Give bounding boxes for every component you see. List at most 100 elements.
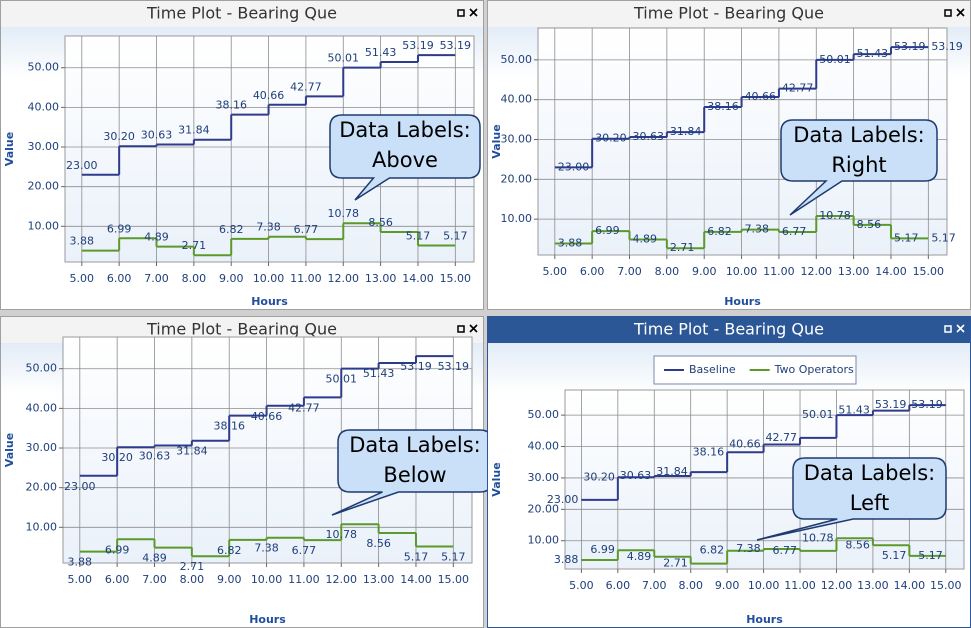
x-tick-label: 6.00 [580, 265, 605, 278]
x-axis-label: Hours [251, 295, 288, 308]
close-button[interactable] [956, 8, 965, 17]
title-bar [488, 317, 970, 343]
x-tick-label: 5.00 [543, 265, 568, 278]
data-label: 51.43 [365, 46, 397, 59]
title-bar [488, 1, 970, 27]
x-tick-label: 8.00 [678, 579, 703, 592]
x-axis-label: Hours [249, 613, 286, 626]
callout-bubble [756, 457, 947, 541]
data-label: 6.99 [595, 224, 620, 237]
close-button[interactable] [469, 324, 478, 333]
data-label: 5.17 [406, 229, 431, 242]
restore-button[interactable] [944, 325, 952, 333]
data-label: 6.99 [105, 543, 130, 556]
data-label: 53.19 [440, 39, 472, 52]
data-label: 30.20 [595, 132, 627, 145]
data-label: 53.19 [875, 398, 907, 411]
x-tick-label: 7.00 [642, 579, 667, 592]
data-label: 40.66 [251, 410, 283, 423]
legend-label: Baseline [689, 363, 736, 376]
data-label: 42.77 [782, 82, 814, 95]
y-tick-label: 40.00 [528, 440, 560, 453]
data-label: 5.17 [931, 231, 956, 244]
y-axis-label: Value [3, 132, 16, 166]
x-tick-label: 7.00 [617, 265, 642, 278]
x-tick-label: 14.00 [402, 272, 434, 285]
y-tick-label: 10.00 [28, 219, 60, 232]
x-axis-label: Hours [724, 295, 761, 308]
data-label: 6.77 [292, 544, 317, 557]
data-label: 2.71 [182, 239, 207, 252]
x-tick-label: 15.00 [913, 265, 945, 278]
data-label: 42.77 [290, 80, 322, 93]
data-label: 8.56 [368, 216, 393, 229]
x-tick-label: 14.00 [894, 579, 926, 592]
panel-title: Time Plot - Bearing Que [633, 320, 824, 339]
y-tick-label: 30.00 [26, 441, 58, 454]
x-tick-label: 14.00 [400, 573, 432, 586]
x-tick-label: 13.00 [838, 265, 870, 278]
x-tick-label: 15.00 [440, 272, 472, 285]
callout-text: Below [383, 463, 446, 487]
close-button[interactable] [469, 8, 478, 17]
data-label: 30.63 [620, 469, 652, 482]
data-label: 6.77 [782, 225, 807, 238]
panel: Time Plot - Bearing Que 5.00 6.00 7.00 8.00 9… [487, 0, 971, 310]
data-label: 23.00 [558, 160, 590, 173]
data-label: 7.38 [254, 542, 279, 555]
data-label: 7.38 [736, 542, 761, 555]
data-label: 7.38 [256, 221, 281, 234]
y-tick-label: 10.00 [26, 520, 58, 533]
restore-button[interactable] [457, 325, 465, 333]
x-tick-label: 14.00 [875, 265, 907, 278]
x-tick-label: 13.00 [857, 579, 889, 592]
data-label: 23.00 [547, 493, 579, 506]
callout-text: Above [372, 148, 438, 172]
y-tick-label: 30.00 [501, 133, 533, 146]
data-label: 6.99 [590, 543, 615, 556]
x-tick-label: 9.00 [219, 272, 244, 285]
data-label: 5.17 [894, 231, 919, 244]
x-tick-label: 5.00 [68, 573, 93, 586]
callout-text: Data Labels: [793, 123, 925, 147]
data-label: 30.20 [583, 470, 615, 483]
x-tick-label: 10.00 [748, 579, 780, 592]
x-tick-label: 11.00 [288, 573, 320, 586]
x-tick-label: 12.00 [326, 573, 358, 586]
y-tick-label: 50.00 [528, 408, 560, 421]
callout-text: Data Labels: [339, 118, 471, 142]
x-tick-label: 13.00 [365, 272, 397, 285]
data-label: 40.66 [745, 90, 777, 103]
data-label: 23.00 [64, 480, 96, 493]
data-label: 4.89 [633, 233, 658, 246]
x-tick-label: 6.00 [606, 579, 631, 592]
x-tick-label: 9.00 [715, 579, 740, 592]
callout-text: Data Labels: [349, 433, 481, 457]
x-tick-label: 10.00 [251, 573, 283, 586]
data-label: 2.71 [180, 560, 205, 573]
y-tick-label: 30.00 [528, 471, 560, 484]
y-axis-label: Value [490, 124, 503, 158]
data-label: 3.88 [70, 235, 95, 248]
data-label: 38.16 [213, 420, 245, 433]
data-label: 8.56 [366, 537, 391, 550]
callout-text: Right [831, 153, 886, 177]
close-button[interactable] [956, 324, 965, 333]
x-tick-label: 9.00 [692, 265, 717, 278]
data-label: 38.16 [215, 99, 247, 112]
x-tick-label: 11.00 [784, 579, 816, 592]
data-label: 10.78 [819, 209, 851, 222]
panel-title: Time Plot - Bearing Que [633, 4, 824, 23]
data-label: 40.66 [253, 89, 285, 102]
data-label: 31.84 [670, 125, 702, 138]
restore-button[interactable] [944, 9, 952, 17]
x-tick-label: 10.00 [726, 265, 758, 278]
restore-button[interactable] [457, 9, 465, 17]
data-label: 10.78 [328, 207, 360, 220]
y-tick-label: 50.00 [26, 362, 58, 375]
x-tick-label: 5.00 [70, 272, 95, 285]
x-tick-label: 9.00 [217, 573, 242, 586]
panel: Time Plot - Bearing Que 5.00 6.00 7.00 8.00 9… [0, 0, 484, 310]
data-label: 6.77 [773, 544, 798, 557]
data-label: 5.17 [443, 229, 468, 242]
